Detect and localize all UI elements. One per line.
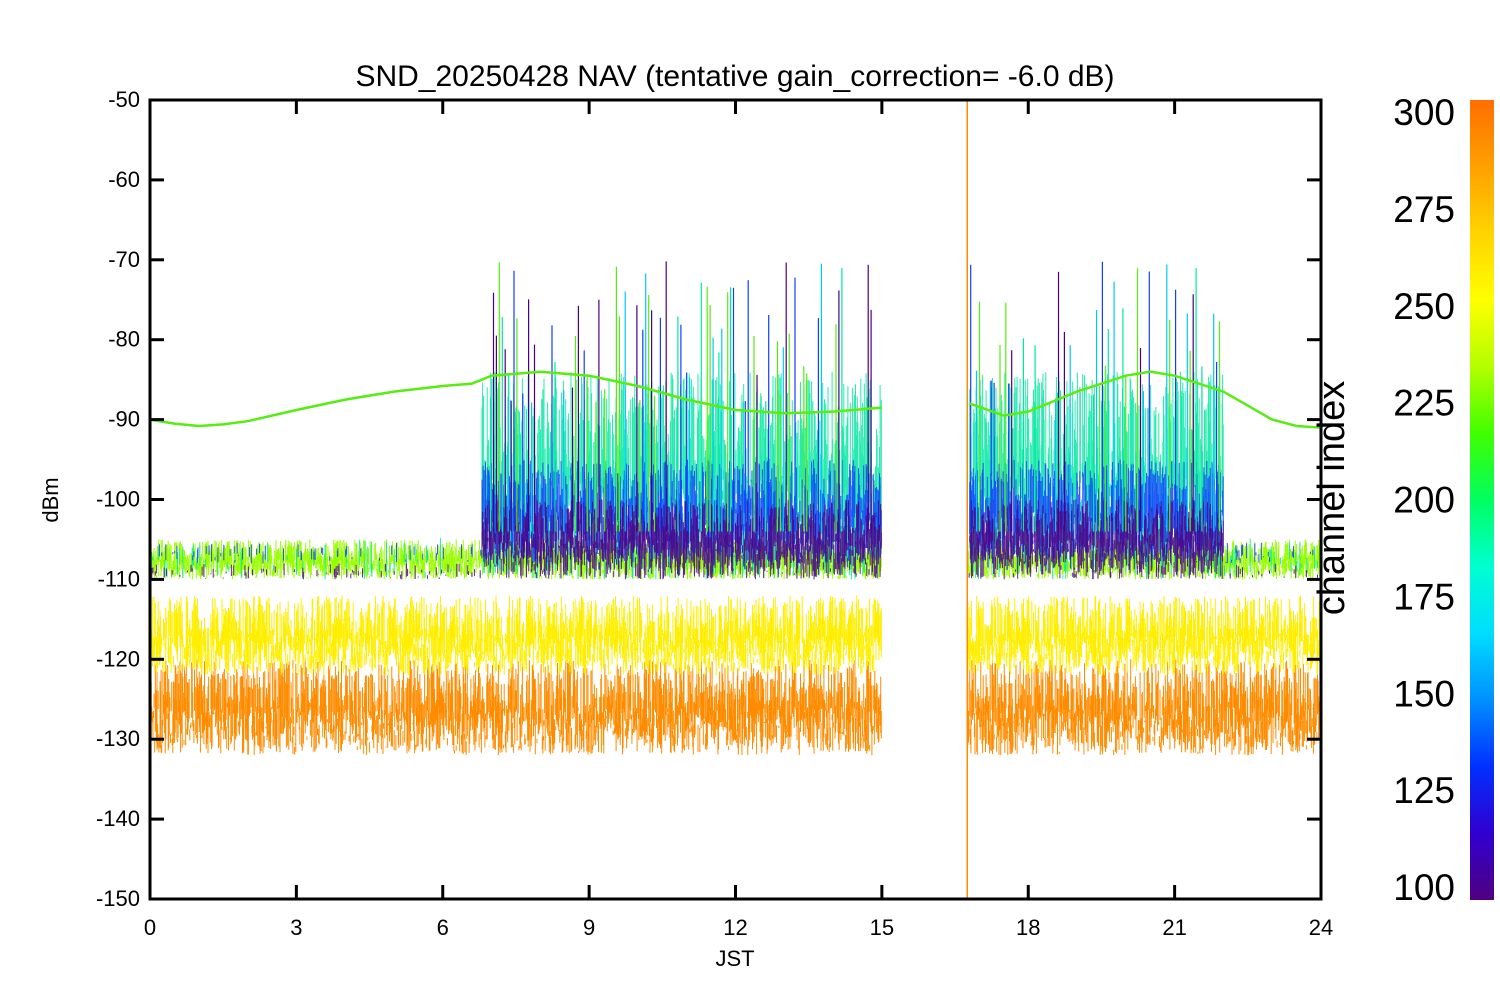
colorbar-label: channel index	[1311, 381, 1353, 616]
x-tick-label: 18	[1016, 915, 1040, 940]
y-tick-label: -50	[108, 87, 140, 112]
chart-title: SND_20250428 NAV (tentative gain_correct…	[355, 60, 1114, 93]
series-spikes-3	[498, 262, 1221, 532]
x-axis-label: JST	[715, 946, 754, 971]
colorbar-tick-label: 250	[1393, 286, 1455, 327]
x-tick-label: 15	[870, 915, 894, 940]
colorbar	[1470, 100, 1494, 900]
colorbar-tick-label: 100	[1393, 867, 1455, 908]
y-tick-label: -90	[108, 407, 140, 432]
colorbar-tick-label: 300	[1393, 92, 1455, 133]
y-tick-label: -120	[96, 646, 140, 671]
y-tick-label: -130	[96, 726, 140, 751]
colorbar-tick-label: 225	[1393, 383, 1455, 424]
series-spikes-4	[507, 263, 1215, 532]
x-tick-label: 21	[1162, 915, 1186, 940]
axes: 0 3 6 9 12 15 18 21 24 -50 -60 -70 -80 -90 -100 -110 -12…	[96, 87, 1333, 940]
x-tick-label: 9	[583, 915, 595, 940]
x-tick-label: 24	[1309, 915, 1333, 940]
y-tick-label: -70	[108, 247, 140, 272]
y-axis-label: dBm	[38, 477, 63, 522]
x-tick-label: 0	[144, 915, 156, 940]
colorbar-ticks: 300 275 250 225 200 175 150 125 100	[1393, 92, 1455, 908]
y-tick-label: -140	[96, 806, 140, 831]
series-band-ch268	[150, 595, 1321, 676]
colorbar-tick-label: 125	[1393, 770, 1455, 811]
x-tick-label: 6	[437, 915, 449, 940]
colorbar-tick-label: 150	[1393, 673, 1455, 714]
y-tick-label: -100	[96, 487, 140, 512]
x-tick-label: 12	[723, 915, 747, 940]
colorbar-tick-label: 175	[1393, 576, 1455, 617]
colorbar-tick-label: 200	[1393, 480, 1455, 521]
plot-area	[150, 100, 1321, 899]
series-line-ch250-segment-1	[150, 370, 883, 428]
colorbar-tick-label: 275	[1393, 189, 1455, 230]
y-tick-label: -150	[96, 886, 140, 911]
y-tick-label: -60	[108, 167, 140, 192]
series-spikes-0	[490, 268, 1203, 532]
x-tick-label: 3	[290, 915, 302, 940]
series-line-ch250-segment-2	[969, 370, 1321, 429]
y-tick-label: -110	[98, 566, 140, 591]
series-spikes-2	[513, 261, 1218, 532]
series-band-ch290	[150, 659, 1321, 756]
y-tick-label: -80	[108, 327, 140, 352]
